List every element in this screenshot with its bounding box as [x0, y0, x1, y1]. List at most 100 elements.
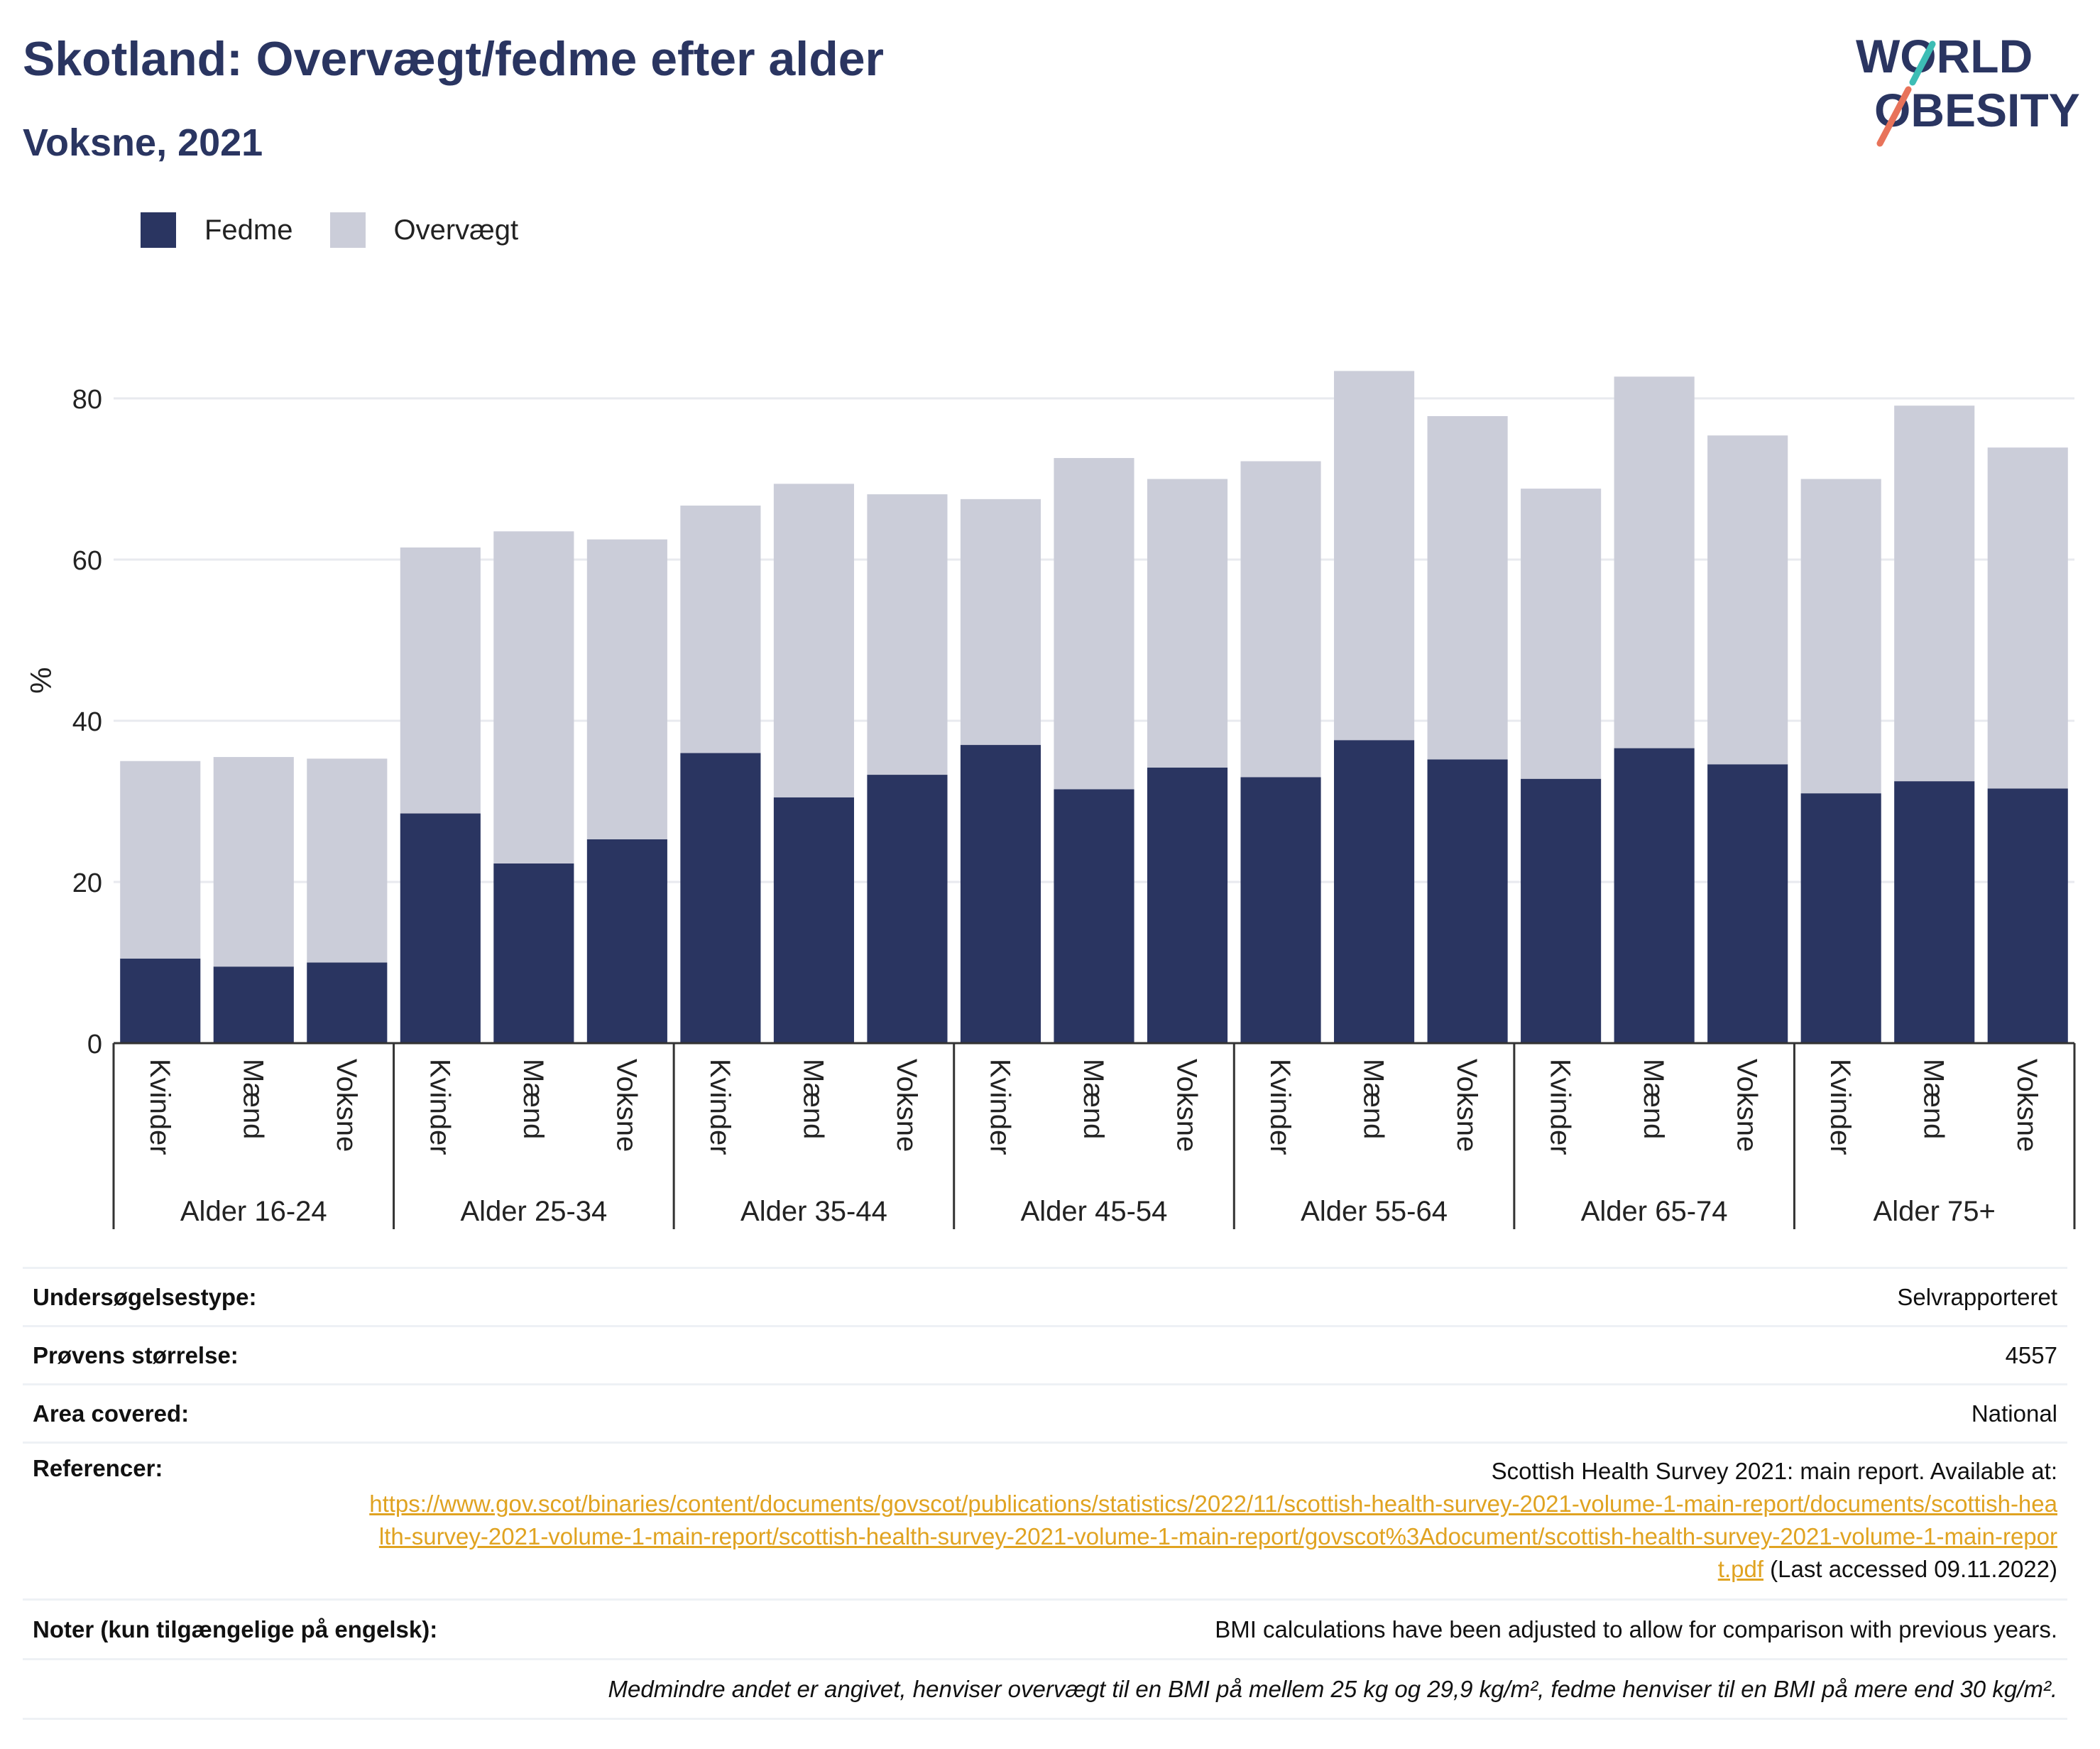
bar-fedme: [1240, 777, 1321, 1043]
y-tick-label: 20: [72, 868, 102, 898]
bar-overvaegt: [1427, 415, 1508, 760]
x-tick-label: Mænd: [1638, 1059, 1669, 1139]
legend-item-fedme[interactable]: Fedme: [141, 212, 293, 248]
x-tick-label: Mænd: [1078, 1059, 1109, 1139]
logo-slash-lower: [1876, 86, 1912, 147]
legend-swatch-fedme: [141, 212, 176, 248]
group-label: Alder 45-54: [1021, 1196, 1168, 1227]
info-label: Undersøgelsestype:: [33, 1283, 257, 1310]
group-label: Alder 75+: [1874, 1196, 1996, 1227]
reference-suffix: (Last accessed 09.11.2022): [1770, 1556, 2057, 1582]
x-tick-label: Voksne: [1732, 1059, 1763, 1152]
x-tick-label: Voksne: [1171, 1059, 1203, 1152]
logo-slash-upper: [1909, 40, 1936, 86]
y-axis-title: %: [24, 668, 58, 694]
x-tick-label: Voksne: [331, 1059, 362, 1152]
y-tick-label: 60: [72, 546, 102, 576]
info-label: Referencer:: [33, 1455, 163, 1481]
bar-fedme: [1614, 748, 1695, 1043]
bar-fedme: [1521, 778, 1602, 1043]
info-label: Area covered:: [33, 1400, 190, 1427]
y-tick-label: 80: [72, 385, 102, 415]
reference-value: Scottish Health Survey 2021: main report…: [368, 1455, 2057, 1586]
bar-fedme: [400, 813, 481, 1043]
bar-overvaegt: [1987, 447, 2068, 789]
bar-overvaegt: [1147, 479, 1228, 768]
x-tick-label: Kvinder: [144, 1059, 175, 1155]
info-row-notes: Noter (kun tilgængelige på engelsk): BMI…: [23, 1598, 2067, 1658]
info-value: Selvrapporteret: [1897, 1283, 2057, 1310]
x-tick-label: Mænd: [1358, 1059, 1389, 1139]
footnote: Medmindre andet er angivet, henviser ove…: [608, 1675, 2057, 1702]
bar-overvaegt: [586, 539, 667, 839]
bar-overvaegt: [1334, 371, 1415, 741]
x-tick-label: Voksne: [2011, 1059, 2042, 1152]
bar-fedme: [1987, 788, 2068, 1043]
chart-legend: Fedme Overvægt: [141, 212, 555, 249]
info-table: Undersøgelsestype: Selvrapporteret Prøve…: [23, 1267, 2067, 1720]
x-tick-label: Kvinder: [424, 1059, 455, 1155]
bar-overvaegt: [680, 505, 761, 753]
bar-fedme: [680, 753, 761, 1043]
x-tick-label: Kvinder: [1264, 1059, 1296, 1155]
x-tick-label: Kvinder: [704, 1059, 735, 1155]
x-tick-label: Mænd: [797, 1059, 828, 1139]
bar-overvaegt: [1614, 376, 1695, 748]
info-row-area-covered: Area covered: National: [23, 1383, 2067, 1442]
bar-overvaegt: [400, 547, 481, 814]
bar-overvaegt: [1240, 461, 1321, 778]
legend-label-fedme: Fedme: [204, 214, 293, 246]
page-title: Skotland: Overvægt/fedme efter alder: [23, 32, 885, 86]
bar-overvaegt: [120, 761, 201, 959]
legend-swatch-overvaegt: [329, 212, 366, 248]
group-label: Alder 25-34: [460, 1196, 607, 1227]
stacked-bar-chart: 0 20 40 60 80% Kvinder Mænd Voksne Kvinder Mænd Vo…: [24, 371, 2076, 1229]
bar-fedme: [1334, 740, 1415, 1043]
bar-fedme: [1800, 793, 1881, 1043]
bar-fedme: [586, 839, 667, 1043]
bar-fedme: [867, 775, 948, 1043]
bar-overvaegt: [773, 484, 854, 797]
info-label: Prøvens størrelse:: [33, 1341, 239, 1368]
bar-fedme: [1894, 781, 1975, 1043]
info-row-footnote: Medmindre andet er angivet, henviser ove…: [23, 1658, 2067, 1718]
bar-fedme: [1054, 789, 1134, 1043]
world-obesity-logo: WORLD OBESITY: [1856, 30, 2080, 147]
bar-overvaegt: [1521, 489, 1602, 779]
group-label: Alder 65-74: [1581, 1196, 1728, 1227]
x-tick-label: Mænd: [1918, 1059, 1949, 1139]
x-tick-label: Voksne: [891, 1059, 922, 1152]
bar-overvaegt: [1054, 457, 1134, 790]
bar-overvaegt: [1707, 435, 1788, 765]
x-tick-label: Voksne: [1451, 1059, 1482, 1152]
group-label: Alder 35-44: [740, 1196, 887, 1227]
reference-link[interactable]: https://www.gov.scot/binaries/content/do…: [369, 1491, 2057, 1582]
x-tick-label: Kvinder: [1545, 1059, 1576, 1155]
info-value: BMI calculations have been adjusted to a…: [1215, 1615, 2057, 1642]
x-tick-label: Mænd: [518, 1059, 549, 1139]
table-bottom-rule: [23, 1718, 2067, 1720]
x-tick-label: Mænd: [237, 1059, 268, 1139]
bar-fedme: [1707, 764, 1788, 1043]
y-tick-label: 40: [72, 707, 102, 737]
x-tick-label: Voksne: [611, 1059, 642, 1152]
info-row-sample-size: Prøvens størrelse: 4557: [23, 1325, 2067, 1383]
group-label: Alder 16-24: [180, 1196, 327, 1227]
x-tick-label: Kvinder: [984, 1059, 1015, 1155]
bar-fedme: [307, 962, 388, 1043]
x-tick-label: Kvinder: [1825, 1059, 1856, 1155]
bar-overvaegt: [1800, 479, 1881, 794]
bar-overvaegt: [213, 757, 294, 967]
bar-fedme: [493, 863, 574, 1043]
group-label: Alder 55-64: [1301, 1196, 1448, 1227]
info-label: Noter (kun tilgængelige på engelsk):: [33, 1615, 438, 1642]
info-row-references: Referencer: Scottish Health Survey 2021:…: [23, 1442, 2067, 1598]
bar-overvaegt: [307, 758, 388, 963]
bar-overvaegt: [960, 498, 1041, 746]
info-row-survey-type: Undersøgelsestype: Selvrapporteret: [23, 1267, 2067, 1325]
info-value: 4557: [2005, 1341, 2057, 1368]
legend-label-overvaegt: Overvægt: [393, 214, 519, 246]
legend-item-overvaegt[interactable]: Overvægt: [329, 212, 519, 248]
info-value: National: [1971, 1400, 2057, 1427]
bar-overvaegt: [867, 494, 948, 775]
